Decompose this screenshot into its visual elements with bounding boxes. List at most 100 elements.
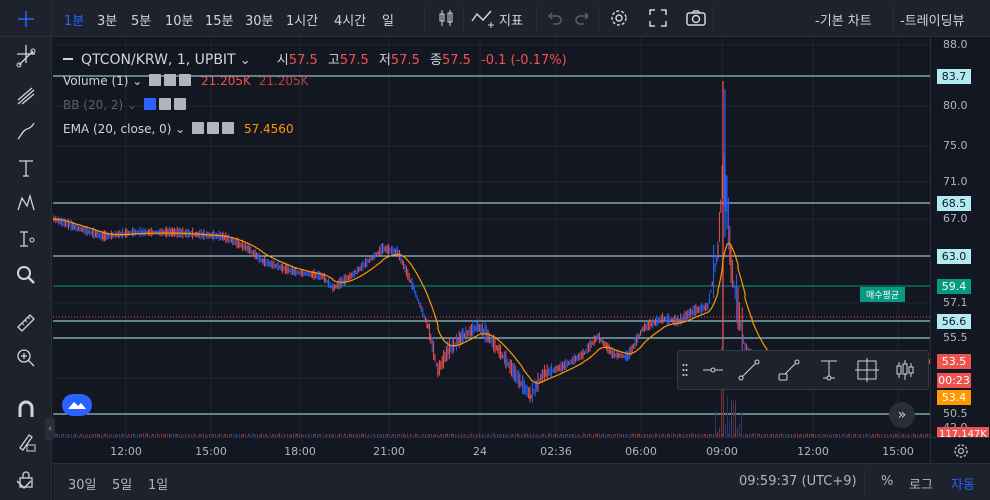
volume-bar xyxy=(589,433,590,437)
timeframe-6-button[interactable]: 1시간 xyxy=(286,14,319,29)
volume-bar xyxy=(439,435,440,437)
percent-toggle[interactable]: % xyxy=(881,474,894,489)
range-30d-button[interactable]: 30일 xyxy=(68,478,97,493)
timeframe-0-button[interactable]: 1분 xyxy=(64,14,85,29)
volume-bar xyxy=(927,433,928,437)
undo-button[interactable] xyxy=(545,8,563,32)
tool-ruler[interactable] xyxy=(12,309,40,337)
tool-fib[interactable] xyxy=(12,82,40,110)
volume-bar xyxy=(345,433,346,437)
open-value: 57.5 xyxy=(288,53,318,68)
volume-bar xyxy=(561,434,562,437)
tool-pattern[interactable] xyxy=(12,189,40,217)
volume-bar xyxy=(385,434,386,437)
eye-icon[interactable] xyxy=(143,98,156,110)
symbol-name[interactable]: QTCON/KRW, 1, UPBIT xyxy=(81,52,236,68)
chart-settings-button[interactable] xyxy=(930,437,990,463)
price-scale[interactable]: 88.080.075.071.067.057.155.550.542.083.7… xyxy=(930,37,990,437)
price-tag: 53.4 xyxy=(937,390,971,405)
tool-text[interactable] xyxy=(12,154,40,182)
clock-timezone[interactable]: 09:59:37 (UTC+9) xyxy=(739,474,857,489)
timeframe-8-button[interactable]: 일 xyxy=(382,14,394,29)
bb-name[interactable]: BB (20, 2) xyxy=(63,98,124,112)
settings-icon xyxy=(611,10,627,26)
volume-bar xyxy=(89,434,90,437)
rectangle-tool[interactable] xyxy=(852,355,882,385)
tool-trend-line[interactable] xyxy=(12,44,40,72)
tool-zoom-in[interactable] xyxy=(12,344,40,372)
candles-tool[interactable] xyxy=(890,355,920,385)
trend-line-tool[interactable] xyxy=(734,355,764,385)
screenshot-button[interactable] xyxy=(685,8,707,32)
volume-bar xyxy=(597,433,598,437)
chart-type-button[interactable] xyxy=(437,8,455,32)
indicators-button[interactable] xyxy=(471,8,497,32)
eye-icon[interactable] xyxy=(192,122,205,134)
volume-bar xyxy=(261,433,262,437)
range-1d-button[interactable]: 1일 xyxy=(148,478,169,493)
indicators-label[interactable]: 지표 xyxy=(499,14,523,29)
volume-bar xyxy=(733,399,734,437)
chevron-down-icon[interactable]: ⌄ xyxy=(239,53,251,68)
crosshair-menu-button[interactable] xyxy=(0,0,52,37)
redo-button[interactable] xyxy=(574,8,592,32)
gear-icon[interactable] xyxy=(158,98,171,110)
volume-bar xyxy=(653,435,654,437)
gear-icon[interactable] xyxy=(207,122,220,134)
pitchfork-tool[interactable] xyxy=(814,355,844,385)
crosshair-icon xyxy=(17,10,34,27)
volume-bar xyxy=(77,434,78,437)
scroll-to-realtime-button[interactable]: » xyxy=(889,402,915,428)
tool-magnet[interactable] xyxy=(12,395,40,423)
tradingview-logo[interactable] xyxy=(62,394,92,416)
close-icon[interactable] xyxy=(173,98,186,110)
chevron-down-icon[interactable]: ⌄ xyxy=(132,74,143,88)
timeframe-1-button[interactable]: 3분 xyxy=(97,14,118,29)
volume-bar xyxy=(697,434,698,437)
price-chart[interactable] xyxy=(53,37,930,437)
close-icon[interactable] xyxy=(222,122,235,134)
timeframe-2-button[interactable]: 5분 xyxy=(131,14,152,29)
auto-scale-toggle[interactable]: 자동 xyxy=(951,478,975,493)
timeframe-5-button[interactable]: 30분 xyxy=(245,14,274,29)
ray-tool[interactable] xyxy=(774,355,804,385)
log-toggle[interactable]: 로그 xyxy=(909,478,933,493)
close-icon[interactable] xyxy=(179,74,192,86)
tradingview-button[interactable]: -트레이딩뷰 xyxy=(900,14,965,29)
eye-icon[interactable] xyxy=(149,74,162,86)
collapse-panel-button[interactable]: ‹ xyxy=(45,418,55,440)
collapse-legend-button[interactable] xyxy=(63,58,73,60)
horizontal-line-tool[interactable] xyxy=(698,355,728,385)
timeframe-7-button[interactable]: 4시간 xyxy=(334,14,367,29)
volume-bar xyxy=(293,435,294,437)
volume-bar xyxy=(369,435,370,437)
price-label: 88.0 xyxy=(943,38,968,51)
tool-projection[interactable] xyxy=(12,225,40,253)
volume-bar xyxy=(677,435,678,437)
tool-brush[interactable] xyxy=(12,117,40,145)
drag-handle[interactable] xyxy=(678,355,692,385)
volume-bar xyxy=(185,433,186,437)
toolbar-expand-button[interactable] xyxy=(14,478,34,496)
volume-bar xyxy=(395,433,396,437)
tool-crosshair[interactable] xyxy=(12,40,40,68)
basic-chart-button[interactable]: -기본 차트 xyxy=(815,14,872,29)
time-scale[interactable]: 12:00 15:00 18:00 21:00 24 02:36 06:00 09:00 12:… xyxy=(53,437,930,463)
tool-lock-drawing[interactable] xyxy=(12,428,40,456)
fullscreen-button[interactable] xyxy=(648,8,668,32)
chevron-down-icon[interactable]: ⌄ xyxy=(175,122,186,136)
timeframe-3-button[interactable]: 10분 xyxy=(165,14,194,29)
gear-icon[interactable] xyxy=(164,74,177,86)
ema-name[interactable]: EMA (20, close, 0) xyxy=(63,122,172,136)
volume-bar xyxy=(709,433,710,437)
volume-bar xyxy=(119,435,120,437)
range-5d-button[interactable]: 5일 xyxy=(112,478,133,493)
settings-button[interactable] xyxy=(609,8,629,32)
volume-bar xyxy=(693,434,694,437)
volume-name[interactable]: Volume (1) xyxy=(63,74,129,88)
price-label: 57.1 xyxy=(943,296,968,309)
chevron-down-icon[interactable]: ⌄ xyxy=(127,98,138,112)
separator xyxy=(463,5,464,32)
tool-zoom-search[interactable] xyxy=(12,261,40,289)
timeframe-4-button[interactable]: 15분 xyxy=(205,14,234,29)
